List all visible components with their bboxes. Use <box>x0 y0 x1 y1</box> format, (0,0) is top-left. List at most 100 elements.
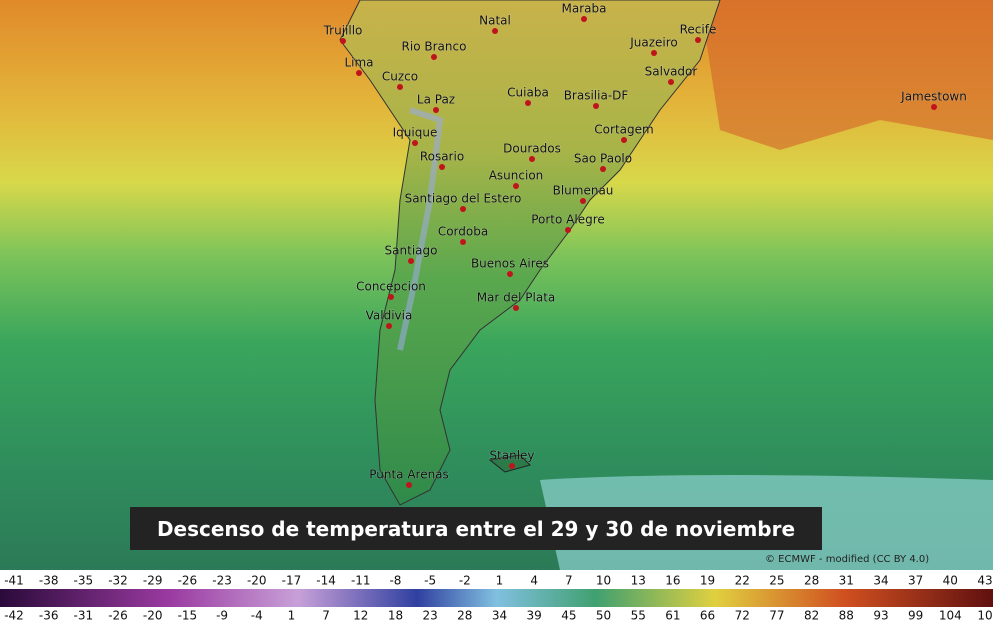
city-dot <box>600 166 606 172</box>
legend-label: 10 <box>977 609 992 623</box>
city-label: Buenos Aires <box>471 257 549 271</box>
city-dot <box>408 258 414 264</box>
legend-label: -26 <box>108 609 128 623</box>
legend-label: 99 <box>908 609 923 623</box>
legend-label: 37 <box>908 574 923 588</box>
legend-label: 72 <box>735 609 750 623</box>
legend-label: -5 <box>424 574 436 588</box>
legend-label: -36 <box>39 609 59 623</box>
city-label: Lima <box>344 56 373 70</box>
caption: Descenso de temperatura entre el 29 y 30… <box>130 507 822 550</box>
city-label: Iquique <box>393 126 438 140</box>
legend-label: -31 <box>74 609 94 623</box>
city-dot <box>388 294 394 300</box>
city-dot <box>529 156 535 162</box>
legend-label: 93 <box>873 609 888 623</box>
city-label: La Paz <box>417 93 455 107</box>
city-dot <box>695 37 701 43</box>
city-label: Brasilia-DF <box>564 89 629 103</box>
city-label: Santiago del Estero <box>405 192 522 206</box>
legend-label: 10 <box>596 574 611 588</box>
city-label: Cortagem <box>594 123 653 137</box>
legend-label: 34 <box>873 574 888 588</box>
city-dot <box>513 183 519 189</box>
legend-label: 34 <box>492 609 507 623</box>
legend-label: 1 <box>288 609 296 623</box>
legend-label: -8 <box>389 574 401 588</box>
legend-label: -42 <box>4 609 24 623</box>
legend-label: -26 <box>178 574 198 588</box>
city-label: Salvador <box>645 65 698 79</box>
legend-label: -9 <box>216 609 228 623</box>
city-label: Asuncion <box>489 169 544 183</box>
legend-label: 4 <box>530 574 538 588</box>
city-dot <box>565 227 571 233</box>
legend-label: -2 <box>459 574 471 588</box>
city-label: Juazeiro <box>629 36 678 50</box>
legend-label: 43 <box>977 574 992 588</box>
city-dot <box>580 198 586 204</box>
legend-label: -17 <box>282 574 302 588</box>
city-dot <box>931 104 937 110</box>
legend-label: -23 <box>212 574 232 588</box>
city-label: Punta Arenas <box>369 468 449 482</box>
city-dot <box>433 107 439 113</box>
legend-label: 82 <box>804 609 819 623</box>
legend-label: 31 <box>839 574 854 588</box>
city-dot <box>460 206 466 212</box>
legend-label: -38 <box>39 574 59 588</box>
legend-label: -29 <box>143 574 163 588</box>
legend-label: 7 <box>565 574 573 588</box>
city-label: Recife <box>680 23 717 37</box>
andes <box>397 107 444 351</box>
legend-label: 23 <box>423 609 438 623</box>
island <box>488 454 531 473</box>
city-dot <box>340 38 346 44</box>
attribution: © ECMWF - modified (CC BY 4.0) <box>765 554 930 565</box>
city-dot <box>668 79 674 85</box>
legend-label: 7 <box>322 609 330 623</box>
city-dot <box>513 305 519 311</box>
city-label: Mar del Plata <box>477 291 556 305</box>
legend-label: -4 <box>251 609 263 623</box>
city-label: Santiago <box>385 244 438 258</box>
city-dot <box>460 239 466 245</box>
city-label: Jamestown <box>900 90 967 104</box>
city-label: Rio Branco <box>402 40 467 54</box>
city-label: Valdivia <box>366 309 413 323</box>
legend-label: 88 <box>839 609 854 623</box>
city-dot <box>386 323 392 329</box>
city-label: Stanley <box>489 449 534 463</box>
legend-label: 66 <box>700 609 715 623</box>
legend-label: 45 <box>561 609 576 623</box>
legend-label: -41 <box>4 574 24 588</box>
city-dot <box>621 137 627 143</box>
city-dot <box>406 482 412 488</box>
legend-label: 39 <box>527 609 542 623</box>
legend-label: 40 <box>943 574 958 588</box>
legend-label: 50 <box>596 609 611 623</box>
city-label: Cuzco <box>382 70 418 84</box>
city-dot <box>581 16 587 22</box>
city-label: Maraba <box>562 2 607 16</box>
city-dot <box>525 100 531 106</box>
legend-label: -15 <box>178 609 198 623</box>
city-label: Porto Alegre <box>531 213 605 227</box>
legend-label: -20 <box>143 609 163 623</box>
legend-label: 16 <box>665 574 680 588</box>
legend-label: -14 <box>316 574 336 588</box>
city-label: Trujillo <box>323 24 363 38</box>
city-label: Dourados <box>503 142 561 156</box>
legend-label: 104 <box>939 609 962 623</box>
city-label: Natal <box>479 14 511 28</box>
legend-label: 61 <box>665 609 680 623</box>
city-label: Rosario <box>420 150 464 164</box>
city-dot <box>431 54 437 60</box>
legend-label: -20 <box>247 574 267 588</box>
city-label: Blumenau <box>553 184 614 198</box>
city-dot <box>439 164 445 170</box>
legend-label: -35 <box>74 574 94 588</box>
city-dot <box>412 140 418 146</box>
warm-area <box>700 0 993 150</box>
